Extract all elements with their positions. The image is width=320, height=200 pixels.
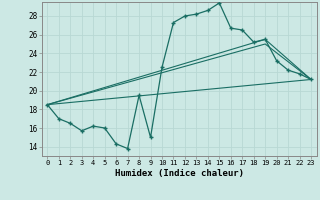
X-axis label: Humidex (Indice chaleur): Humidex (Indice chaleur) [115, 169, 244, 178]
